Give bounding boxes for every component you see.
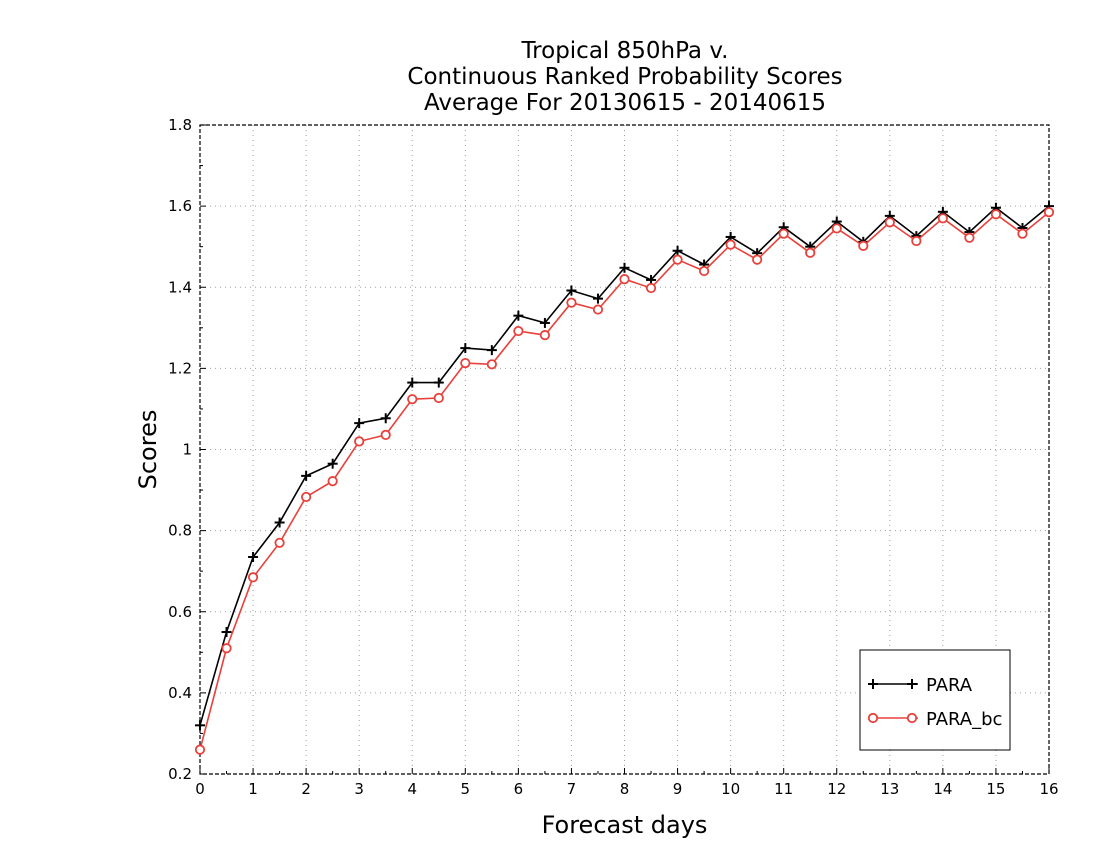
y-tick-label: 1.2 (168, 359, 192, 377)
x-axis-label: Forecast days (542, 811, 708, 839)
data-point (248, 551, 259, 562)
data-point (592, 304, 604, 315)
data-point (884, 217, 895, 228)
series-lines (194, 201, 1055, 755)
data-point (964, 232, 975, 243)
data-point (301, 470, 312, 481)
x-tick-label: 2 (301, 780, 311, 798)
data-point (566, 297, 577, 308)
data-point (486, 359, 497, 370)
x-tick-label: 8 (620, 780, 630, 798)
data-point (619, 262, 630, 273)
y-tick-label: 1.8 (168, 116, 192, 134)
data-point (301, 491, 312, 503)
axis-ticks: 0 1 2 3 4 5 6 7 8 9 10 11 12 13 14 15 160.20.40.60.811.2… (168, 116, 1058, 798)
data-point (911, 235, 922, 247)
data-point (274, 537, 285, 548)
title-line-3: Average For 20130615 - 20140615 (424, 90, 826, 116)
legend-item-para-bc: PARA_bc (867, 709, 1002, 730)
x-tick-label: 1 (248, 780, 258, 798)
data-point (513, 310, 524, 321)
data-point (433, 377, 444, 388)
data-point (433, 392, 444, 404)
data-point (354, 418, 365, 429)
legend-marker-start (867, 712, 879, 724)
data-point (858, 240, 869, 251)
x-tick-label: 14 (933, 780, 952, 798)
x-tick-label: 6 (514, 780, 524, 798)
data-point (247, 572, 259, 583)
x-tick-label: 3 (354, 780, 364, 798)
y-tick-label: 1.4 (168, 278, 192, 296)
legend-marker-end (906, 712, 918, 724)
data-point (380, 413, 391, 424)
title-line-2: Continuous Ranked Probability Scores (407, 64, 842, 90)
x-tick-label: 15 (986, 780, 1005, 798)
data-point (274, 517, 285, 528)
data-point (407, 377, 418, 388)
x-tick-label: 4 (407, 780, 417, 798)
data-point (486, 345, 497, 356)
data-point (805, 247, 816, 258)
data-point (539, 330, 551, 341)
data-point (566, 285, 577, 296)
legend-label: PARA_bc (926, 709, 1002, 730)
data-point (460, 343, 471, 354)
data-point (194, 744, 206, 755)
y-axis-label: Scores (134, 410, 162, 490)
x-tick-label: 5 (461, 780, 471, 798)
x-tick-label: 10 (721, 780, 740, 798)
data-point (592, 293, 603, 304)
data-point (672, 245, 683, 256)
data-point (460, 358, 471, 369)
y-tick-label: 0.2 (168, 765, 192, 783)
legend: PARA PARA_bc (859, 649, 1011, 751)
x-tick-label: 13 (880, 780, 899, 798)
data-point (725, 239, 736, 250)
data-point (645, 282, 657, 294)
data-point (778, 228, 789, 239)
y-tick-label: 0.6 (168, 603, 192, 621)
x-tick-label: 12 (827, 780, 846, 798)
series-para-bc (194, 207, 1055, 755)
x-tick-label: 11 (774, 780, 793, 798)
y-tick-label: 1 (182, 441, 192, 459)
data-point (539, 317, 550, 328)
x-tick-label: 7 (567, 780, 577, 798)
legend-marker-end (907, 679, 917, 689)
y-tick-label: 0.4 (168, 684, 192, 702)
data-point (380, 429, 391, 440)
x-tick-label: 16 (1039, 780, 1058, 798)
data-point (407, 394, 418, 405)
data-point (937, 213, 948, 224)
legend-item-para: PARA (868, 675, 973, 696)
data-point (1043, 207, 1055, 218)
x-tick-label: 0 (195, 780, 205, 798)
data-point (221, 627, 232, 638)
data-point (221, 643, 232, 654)
data-point (327, 458, 338, 469)
legend-label: PARA (926, 675, 973, 696)
y-tick-label: 1.6 (168, 197, 192, 215)
data-point (354, 436, 365, 447)
data-point (831, 223, 842, 234)
data-point (698, 265, 710, 277)
data-point (1017, 228, 1028, 239)
legend-marker-start (868, 679, 878, 689)
data-point (990, 209, 1002, 220)
data-point (619, 274, 630, 285)
data-point (513, 325, 524, 337)
y-tick-label: 0.8 (168, 522, 192, 540)
data-point (672, 254, 683, 265)
data-point (195, 720, 205, 731)
data-point (752, 254, 763, 265)
x-tick-label: 9 (673, 780, 683, 798)
title-line-1: Tropical 850hPa v. (521, 38, 729, 64)
legend-box (859, 649, 1011, 751)
data-point (327, 476, 338, 487)
chart-title: Tropical 850hPa v.Continuous Ranked Prob… (407, 38, 842, 116)
